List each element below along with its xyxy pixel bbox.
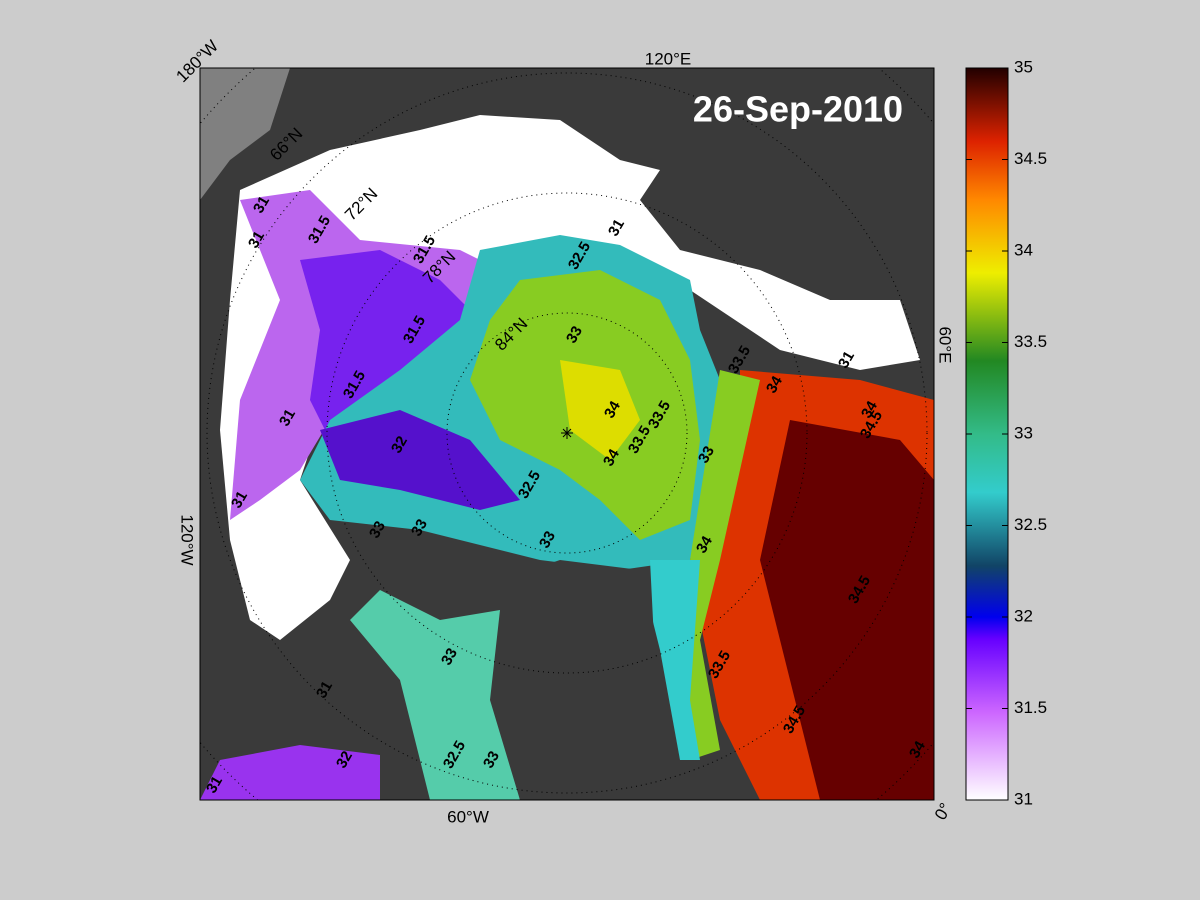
contour-label: 31 — [313, 678, 336, 701]
contour-label: 34 — [763, 373, 786, 397]
contour-label: 34 — [601, 398, 624, 422]
colorbar — [965, 67, 1009, 801]
contour-label: 32 — [333, 748, 356, 771]
contour-label: 33 — [695, 443, 718, 466]
low-salinity-region — [300, 250, 470, 440]
contour-label: 33 — [408, 516, 431, 539]
high-salinity-region — [760, 420, 934, 800]
contour-label: 31 — [203, 773, 226, 796]
colorbar-tick-label: 35 — [1014, 57, 1033, 76]
mid-salinity-region — [690, 370, 760, 760]
map-frame — [199, 67, 935, 801]
contour-label: 33 — [480, 748, 503, 771]
greenland — [500, 560, 680, 800]
pole-marker — [561, 427, 573, 439]
contour-label: 34 — [906, 738, 929, 762]
map — [200, 68, 934, 800]
low-salinity-region — [320, 410, 520, 510]
contour-label: 31 — [245, 228, 268, 251]
colorbar-tick-label: 32.5 — [1014, 515, 1047, 534]
contour-label: 34 — [858, 398, 881, 422]
colorbar-tick-label: 32 — [1014, 606, 1033, 625]
contour-label: 34 — [693, 533, 716, 557]
latitude-circle — [206, 72, 928, 794]
contour-label: 31 — [835, 348, 858, 371]
contour-label: 31 — [605, 216, 628, 239]
longitude-label: 120°W — [178, 514, 197, 565]
out-of-domain — [200, 68, 290, 200]
low-salinity-region — [200, 745, 380, 800]
contour-label: 34 — [600, 446, 623, 470]
colorbar-tick-label: 34.5 — [1014, 149, 1047, 168]
latitude-circle — [446, 312, 688, 554]
mid-salinity-region — [350, 590, 520, 800]
contour-label: 31 — [228, 488, 251, 511]
contour-label: 33 — [366, 518, 389, 541]
high-salinity-region — [560, 360, 640, 460]
longitude-label: 60°E — [936, 326, 955, 363]
colorbar-tick-label: 31 — [1014, 789, 1033, 808]
longitude-label: 60°W — [447, 807, 489, 826]
longitude-label: 120°E — [645, 49, 692, 68]
colorbar-tick-label: 34 — [1014, 240, 1033, 259]
contour-label: 32 — [388, 433, 411, 456]
contour-label: 31 — [250, 193, 273, 216]
colorbar-tick-label: 33 — [1014, 423, 1033, 442]
graticule — [200, 68, 934, 800]
colorbar-tick-label: 33.5 — [1014, 332, 1047, 351]
latitude-circle — [326, 192, 808, 674]
contour-label: 33 — [438, 645, 461, 668]
contour-label: 33 — [536, 528, 559, 551]
colorbar-tick-label: 31.5 — [1014, 698, 1047, 717]
contour-label: 31 — [276, 406, 299, 429]
contour-label: 33 — [563, 323, 586, 346]
date-title: 26-Sep-2010 — [693, 89, 903, 130]
longitude-label: 0° — [931, 800, 956, 824]
